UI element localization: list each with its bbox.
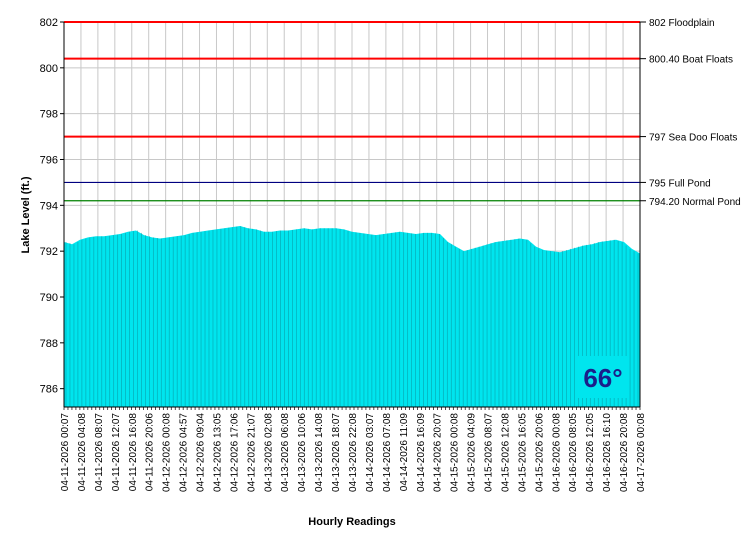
temperature-badge: 66°	[577, 356, 629, 398]
reference-line-label: 802 Floodplain	[649, 18, 715, 29]
y-tick-label: 800	[40, 63, 58, 75]
y-tick-label: 786	[40, 384, 58, 396]
x-tick-label: 04-13-2026 02:08	[263, 413, 274, 492]
x-tick-label: 04-12-2026 13:05	[212, 413, 223, 492]
x-tick-label: 04-16-2026 00:08	[551, 413, 562, 492]
y-tick-label: 794	[40, 200, 58, 212]
x-tick-label: 04-16-2026 16:10	[602, 413, 613, 492]
x-tick-label: 04-11-2026 04:08	[77, 413, 88, 492]
x-tick-label: 04-16-2026 12:05	[585, 413, 596, 492]
x-tick-label: 04-13-2026 06:08	[280, 413, 291, 492]
x-tick-label: 04-15-2026 20:06	[534, 413, 545, 492]
temperature-badge-background	[577, 356, 629, 398]
y-tick-label: 802	[40, 17, 58, 29]
x-tick-label: 04-15-2026 04:09	[467, 413, 478, 492]
y-tick-label: 796	[40, 155, 58, 167]
x-tick-label: 04-14-2026 20:07	[433, 413, 444, 492]
x-tick-label: 04-15-2026 00:08	[450, 413, 461, 492]
x-axis-label: Hourly Readings	[308, 516, 395, 528]
x-tick-label: 04-14-2026 03:07	[365, 413, 376, 492]
x-tick-label: 04-12-2026 04:57	[179, 413, 190, 492]
y-tick-labels: 786 788 790 792 794 796 798 800 802	[40, 17, 58, 396]
reference-line-label: 795 Full Pond	[649, 178, 711, 189]
y-tick-label: 792	[40, 246, 58, 258]
y-tick-label: 788	[40, 338, 58, 350]
axes	[60, 21, 646, 410]
x-tick-label: 04-13-2026 22:08	[348, 413, 359, 492]
x-tick-label: 04-13-2026 10:06	[297, 413, 308, 492]
reference-line-label: 800.40 Boat Floats	[649, 55, 733, 66]
x-tick-label: 04-12-2026 17:06	[229, 413, 240, 492]
x-tick-label: 04-11-2026 08:07	[94, 413, 105, 492]
reference-lines	[64, 21, 640, 202]
y-tick-label: 790	[40, 292, 58, 304]
y-axis-label: Lake Level (ft.)	[20, 176, 32, 253]
x-tick-label: 04-16-2026 08:05	[568, 413, 579, 492]
x-tick-labels: 04-11-2026 00:07 04-11-2026 04:08 04-11-20…	[60, 413, 647, 492]
x-tick-label: 04-14-2026 07:08	[382, 413, 393, 492]
x-tick-label: 04-15-2026 16:05	[517, 413, 528, 492]
x-tick-label: 04-11-2026 12:07	[111, 413, 122, 492]
reference-line-label: 794.20 Normal Pond	[649, 197, 741, 208]
temperature-value: 66°	[583, 363, 622, 393]
x-tick-label: 04-11-2026 16:08	[128, 413, 139, 492]
reference-labels: 802 Floodplain 800.40 Boat Floats 797 Sea …	[649, 18, 741, 208]
x-tick-label: 04-11-2026 20:06	[145, 413, 156, 492]
x-tick-label: 04-15-2026 12:08	[500, 413, 511, 492]
x-tick-label: 04-14-2026 11:09	[399, 413, 410, 492]
x-tick-label: 04-14-2026 16:09	[416, 413, 427, 492]
y-tick-label: 798	[40, 109, 58, 121]
data-series	[64, 225, 640, 407]
x-tick-label: 04-12-2026 00:08	[162, 413, 173, 492]
x-tick-label: 04-17-2026 00:08	[636, 413, 647, 492]
x-tick-label: 04-16-2026 20:08	[619, 413, 630, 492]
reference-line-label: 797 Sea Doo Floats	[649, 133, 737, 144]
x-tick-label: 04-13-2026 18:07	[331, 413, 342, 492]
x-tick-label: 04-12-2026 09:04	[196, 413, 207, 492]
x-tick-label: 04-13-2026 14:08	[314, 413, 325, 492]
x-tick-label: 04-11-2026 00:07	[60, 413, 71, 492]
x-tick-label: 04-15-2026 08:07	[484, 413, 495, 492]
x-tick-label: 04-12-2026 21:07	[246, 413, 257, 492]
